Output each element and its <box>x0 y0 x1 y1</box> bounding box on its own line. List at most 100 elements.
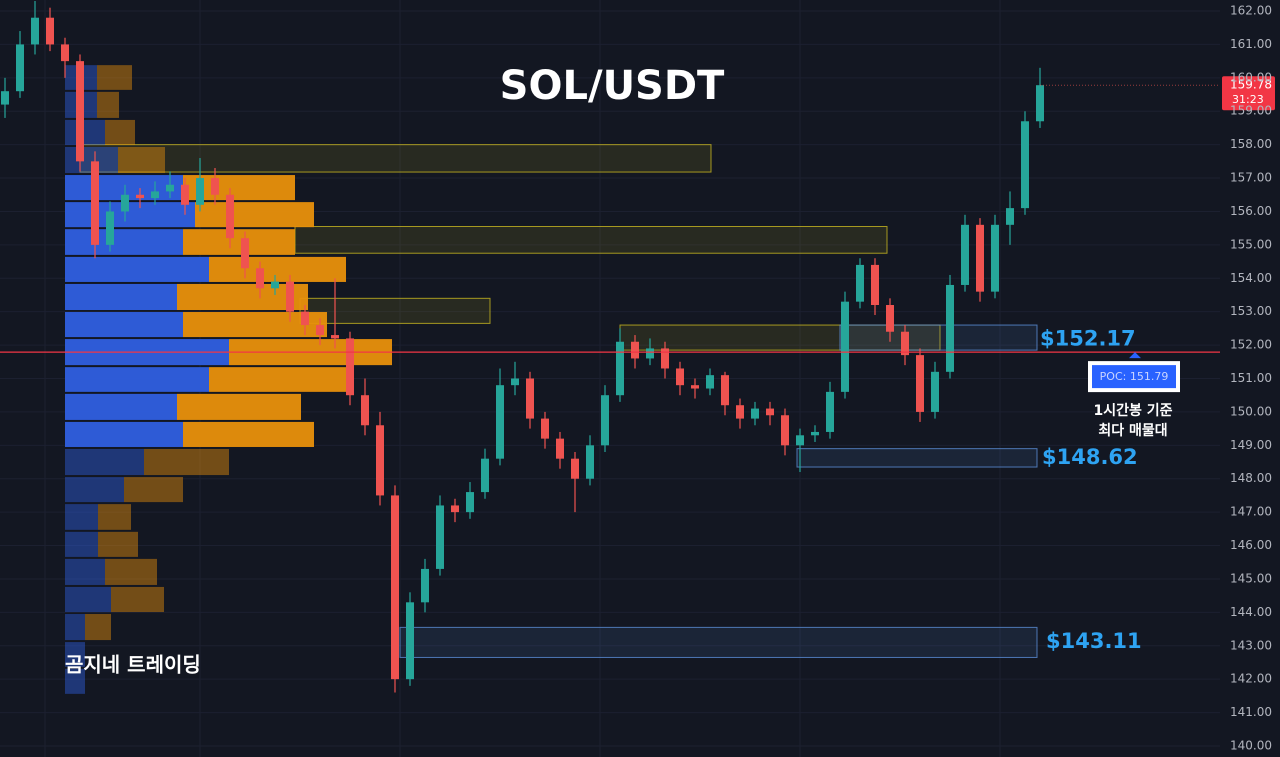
y-tick-label: 160.00 <box>1230 70 1272 84</box>
profile-sell <box>118 146 165 174</box>
y-tick-label: 151.00 <box>1230 371 1272 385</box>
candle-body <box>481 458 489 493</box>
candle-body <box>1036 85 1044 122</box>
profile-sell <box>124 477 183 503</box>
candle-body <box>886 305 894 332</box>
candle-body <box>376 425 384 496</box>
candle-body <box>286 281 294 312</box>
poc-box <box>1092 365 1176 389</box>
profile-sell <box>97 65 132 90</box>
y-tick-label: 141.00 <box>1230 705 1272 719</box>
profile-buy <box>65 614 85 641</box>
candle-body <box>346 338 354 396</box>
candle-body <box>301 311 309 326</box>
y-tick-label: 146.00 <box>1230 538 1272 552</box>
candle-body <box>871 264 879 306</box>
candle-body <box>841 301 849 392</box>
candle-body <box>721 375 729 406</box>
profile-buy <box>65 367 209 392</box>
candle-body <box>1 91 9 105</box>
annotation: 최다 매물대 <box>1098 423 1167 439</box>
candle-body <box>16 44 24 92</box>
candle-body <box>661 348 669 369</box>
y-tick-label: 150.00 <box>1230 404 1272 418</box>
profile-buy <box>65 202 195 228</box>
candle-body <box>451 505 459 513</box>
candle-body <box>991 224 999 292</box>
y-tick-label: 156.00 <box>1230 204 1272 218</box>
profile-buy <box>65 642 85 667</box>
candle-body <box>31 17 39 45</box>
candle-body <box>631 341 639 359</box>
candle-body <box>691 385 699 389</box>
profile-buy <box>65 119 105 145</box>
candle-body <box>106 211 114 245</box>
zone <box>294 225 888 254</box>
candle-body <box>826 391 834 432</box>
candle-body <box>46 17 54 45</box>
profile-sell <box>98 531 138 557</box>
zone <box>399 626 1038 658</box>
candle-body <box>616 341 624 396</box>
y-tick-label: 152.00 <box>1230 338 1272 352</box>
candle-body <box>646 348 654 359</box>
candle-body <box>526 378 534 419</box>
candle-body <box>1021 121 1029 209</box>
y-tick-label: 142.00 <box>1230 672 1272 686</box>
profile-sell <box>85 614 111 641</box>
candle-body <box>121 194 129 212</box>
y-tick-label: 140.00 <box>1230 738 1272 752</box>
candle-body <box>811 431 819 436</box>
candle-body <box>406 602 414 680</box>
annotation: 1시간봉 기준 <box>1093 402 1172 419</box>
zone <box>839 324 1038 351</box>
candle-body <box>586 445 594 479</box>
profile-sell <box>183 229 295 255</box>
profile-buy <box>65 312 183 338</box>
level-label: $148.62 <box>1042 445 1138 469</box>
candle-body <box>496 385 504 459</box>
candle-body <box>541 418 549 439</box>
profile-sell <box>209 367 346 392</box>
profile-buy <box>65 393 177 420</box>
profile-sell <box>105 119 135 145</box>
y-tick-label: 143.00 <box>1230 638 1272 652</box>
candle-body <box>241 238 249 269</box>
candle-body <box>181 184 189 205</box>
profile-buy <box>65 256 209 282</box>
candle-body <box>571 458 579 479</box>
y-tick-label: 149.00 <box>1230 438 1272 452</box>
candle-body <box>316 325 324 336</box>
y-tick-label: 155.00 <box>1230 237 1272 251</box>
candle-body <box>436 505 444 569</box>
y-tick-label: 157.00 <box>1230 171 1272 185</box>
candle-body <box>736 405 744 419</box>
price-tag-value: 159.78 <box>1230 78 1272 92</box>
candle-body <box>676 368 684 386</box>
candle-body <box>166 184 174 192</box>
candle-body <box>61 44 69 62</box>
profile-buy <box>65 586 111 613</box>
candle-body <box>76 61 84 162</box>
candle-body <box>391 495 399 680</box>
y-tick-label: 154.00 <box>1230 271 1272 285</box>
y-tick-label: 162.00 <box>1230 4 1272 18</box>
candle-body <box>856 264 864 302</box>
level-label: $143.11 <box>1046 629 1142 653</box>
y-tick-label: 158.00 <box>1230 137 1272 151</box>
candle-body <box>781 415 789 446</box>
y-tick-label: 161.00 <box>1230 37 1272 51</box>
poc-pointer <box>1129 352 1141 359</box>
candle-body <box>256 268 264 289</box>
candle-body <box>466 492 474 513</box>
level-label: $152.17 <box>1040 326 1136 350</box>
candle-body <box>1006 208 1014 225</box>
candle-body <box>226 194 234 239</box>
y-tick-label: 148.00 <box>1230 471 1272 485</box>
candle-body <box>961 224 969 285</box>
poc-label: POC: 151.79 <box>1100 370 1169 383</box>
candle-body <box>331 335 339 339</box>
profile-sell <box>183 421 314 447</box>
